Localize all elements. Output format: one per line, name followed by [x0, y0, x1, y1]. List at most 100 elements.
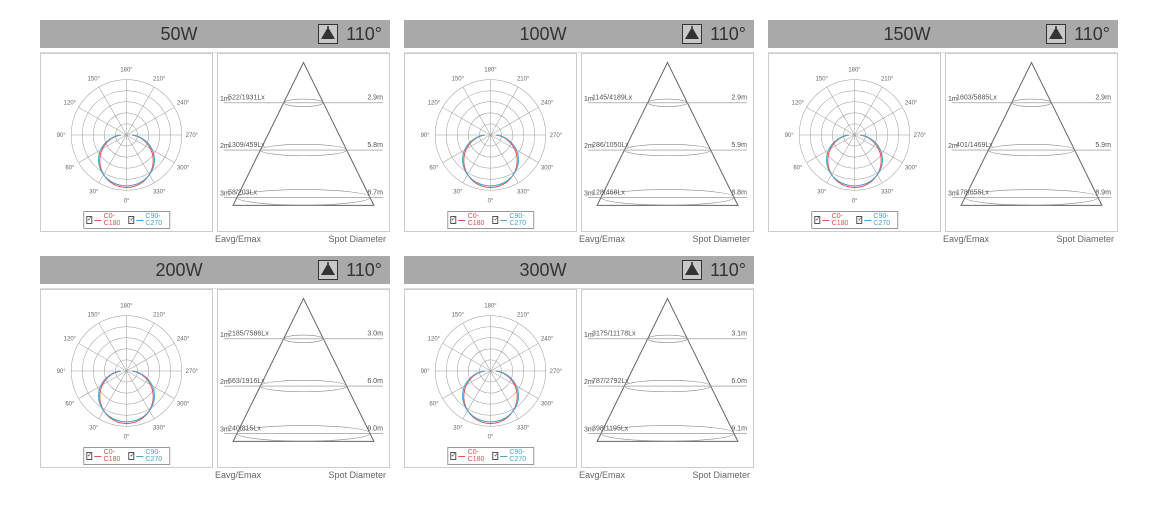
svg-text:330°: 330° [517, 426, 530, 432]
svg-text:330°: 330° [153, 426, 166, 432]
panel-header: 150W 110° [768, 20, 1118, 48]
beam-angle: 110° [710, 260, 746, 281]
svg-text:150°: 150° [816, 76, 829, 82]
spot-label: Spot Diameter [328, 234, 386, 244]
svg-text:787/2792Lx: 787/2792Lx [592, 378, 629, 385]
polar-chart: 0°30°60°90°120°150°180°210°240°270°300°3… [40, 53, 213, 232]
svg-text:2.9m: 2.9m [1095, 95, 1111, 102]
polar-legend: C0-C180 C90-C270 [83, 447, 170, 465]
svg-text:90°: 90° [421, 369, 431, 375]
svg-text:240°: 240° [541, 100, 554, 106]
svg-text:5.8m: 5.8m [367, 142, 383, 149]
svg-text:150°: 150° [452, 76, 465, 82]
svg-text:2.9m: 2.9m [367, 95, 383, 102]
svg-text:30°: 30° [453, 190, 463, 196]
panel-header: 50W 110° [40, 20, 390, 48]
svg-text:240°: 240° [177, 336, 190, 342]
wattage-label: 200W [48, 260, 310, 281]
svg-text:180°: 180° [120, 68, 133, 74]
spec-panel: 300W 110° 0°30°60°90°120°150°180°210°240… [404, 256, 754, 480]
panel-header: 300W 110° [404, 256, 754, 284]
svg-text:6.0m: 6.0m [367, 378, 383, 385]
svg-text:0°: 0° [124, 434, 130, 440]
svg-text:60°: 60° [65, 402, 75, 408]
svg-text:240/815Lx: 240/815Lx [228, 425, 261, 432]
polar-legend: C0-C180 C90-C270 [447, 447, 534, 465]
svg-text:90°: 90° [57, 369, 67, 375]
svg-text:8.8m: 8.8m [731, 189, 747, 196]
svg-text:9.0m: 9.0m [367, 425, 383, 432]
svg-text:210°: 210° [153, 76, 166, 82]
spot-label: Spot Diameter [1056, 234, 1114, 244]
svg-text:180°: 180° [484, 68, 497, 74]
svg-text:120°: 120° [428, 336, 441, 342]
svg-text:178/655Lx: 178/655Lx [956, 189, 989, 196]
beam-angle: 110° [346, 260, 382, 281]
svg-text:2.9m: 2.9m [731, 95, 747, 102]
svg-text:3175/11178Lx: 3175/11178Lx [592, 331, 636, 338]
axis-labels: Eavg/Emax Spot Diameter [40, 232, 390, 244]
svg-text:270°: 270° [914, 133, 927, 139]
beam-angle: 110° [346, 24, 382, 45]
beam-icon [318, 24, 338, 44]
spec-panel: 200W 110° 0°30°60°90°120°150°180°210°240… [40, 256, 390, 480]
svg-text:210°: 210° [517, 76, 530, 82]
svg-text:1309/459Lx: 1309/459Lx [228, 142, 265, 149]
spec-panel: 100W 110° 0°30°60°90°120°150°180°210°240… [404, 20, 754, 244]
eavg-label: Eavg/Emax [579, 234, 625, 244]
svg-text:300°: 300° [177, 166, 190, 172]
axis-labels: Eavg/Emax Spot Diameter [40, 468, 390, 480]
cone-chart: 1m1603/5885Lx2.9m2m401/1469Lx5.9m3m178/6… [945, 53, 1118, 232]
svg-text:270°: 270° [186, 369, 199, 375]
polar-legend: C0-C180 C90-C270 [811, 211, 898, 229]
svg-text:150°: 150° [88, 76, 101, 82]
svg-text:60°: 60° [65, 166, 75, 172]
svg-text:8.9m: 8.9m [1095, 189, 1111, 196]
svg-text:90°: 90° [785, 133, 795, 139]
svg-text:60°: 60° [429, 402, 439, 408]
svg-text:522/1931Lx: 522/1931Lx [228, 95, 265, 102]
spec-panel: 50W 110° 0°30°60°90°120°150°180°210°240°… [40, 20, 390, 244]
svg-text:300°: 300° [177, 402, 190, 408]
svg-text:0°: 0° [488, 198, 494, 204]
svg-text:1603/5885Lx: 1603/5885Lx [956, 95, 997, 102]
wattage-label: 150W [776, 24, 1038, 45]
svg-text:58/203Lx: 58/203Lx [228, 189, 257, 196]
svg-text:180°: 180° [484, 304, 497, 310]
svg-text:0°: 0° [488, 434, 494, 440]
svg-text:180°: 180° [120, 304, 133, 310]
beam-icon [318, 260, 338, 280]
polar-chart: 0°30°60°90°120°150°180°210°240°270°300°3… [404, 289, 577, 468]
svg-text:300°: 300° [905, 166, 918, 172]
svg-text:330°: 330° [517, 190, 530, 196]
eavg-label: Eavg/Emax [215, 234, 261, 244]
axis-labels: Eavg/Emax Spot Diameter [404, 232, 754, 244]
svg-text:9.1m: 9.1m [731, 425, 747, 432]
eavg-label: Eavg/Emax [215, 470, 261, 480]
svg-text:240°: 240° [541, 336, 554, 342]
svg-text:120°: 120° [428, 100, 441, 106]
wattage-label: 300W [412, 260, 674, 281]
svg-text:150°: 150° [88, 312, 101, 318]
svg-text:30°: 30° [89, 426, 99, 432]
svg-text:120°: 120° [64, 100, 77, 106]
svg-text:286/1050Lx: 286/1050Lx [592, 142, 629, 149]
spot-label: Spot Diameter [328, 470, 386, 480]
svg-text:300°: 300° [541, 402, 554, 408]
svg-text:120°: 120° [64, 336, 77, 342]
wattage-label: 100W [412, 24, 674, 45]
polar-chart: 0°30°60°90°120°150°180°210°240°270°300°3… [40, 289, 213, 468]
svg-text:210°: 210° [517, 312, 530, 318]
svg-text:3.1m: 3.1m [731, 331, 747, 338]
spec-panel: 150W 110° 0°30°60°90°120°150°180°210°240… [768, 20, 1118, 244]
svg-text:240°: 240° [177, 100, 190, 106]
svg-text:2185/7586Lx: 2185/7586Lx [228, 331, 269, 338]
axis-labels: Eavg/Emax Spot Diameter [404, 468, 754, 480]
svg-text:30°: 30° [89, 190, 99, 196]
eavg-label: Eavg/Emax [579, 470, 625, 480]
svg-text:398/1195Lx: 398/1195Lx [592, 425, 629, 432]
beam-icon [682, 24, 702, 44]
svg-text:270°: 270° [550, 369, 563, 375]
svg-text:8.7m: 8.7m [367, 189, 383, 196]
svg-text:0°: 0° [124, 198, 130, 204]
